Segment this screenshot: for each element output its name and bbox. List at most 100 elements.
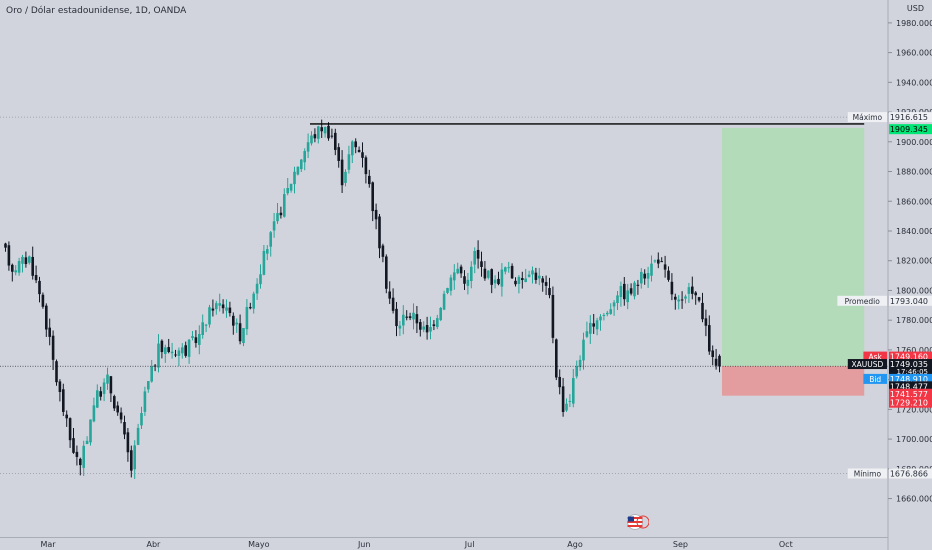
candle-body — [143, 391, 147, 412]
candle-body — [653, 260, 657, 262]
economic-event-flag-icon[interactable] — [621, 513, 649, 531]
candle-body — [449, 277, 453, 291]
candle-body — [381, 245, 385, 257]
price-label-name: Promedio — [845, 297, 881, 306]
candle-body — [378, 216, 381, 249]
target-zone — [722, 127, 865, 367]
candle-body — [595, 320, 599, 330]
candle-body — [201, 322, 204, 335]
candle-body — [14, 270, 17, 273]
price-label-box — [889, 112, 932, 123]
y-tick-label: 1860.000 — [896, 197, 932, 206]
candle-body — [643, 273, 646, 279]
candle-body — [660, 261, 663, 263]
price-label-box — [889, 468, 932, 479]
price-label-value: 1741.577 — [890, 390, 928, 399]
candle-body — [140, 413, 143, 426]
candle-body — [606, 312, 609, 315]
candle-body — [313, 134, 317, 139]
y-tick-label: 1960.000 — [896, 49, 932, 58]
candle-body — [425, 324, 429, 333]
y-tick-label: 1820.000 — [896, 257, 932, 266]
candle-body — [582, 339, 585, 361]
price-label-name: Mínimo — [854, 469, 882, 478]
y-tick-label: 1940.000 — [896, 78, 932, 87]
candle-body — [62, 389, 65, 412]
price-label-box — [889, 295, 932, 306]
price-label-name: XAUUSD — [852, 360, 884, 369]
x-tick-label: Ago — [567, 540, 583, 549]
candle-body — [126, 432, 130, 453]
candle-body — [453, 272, 456, 281]
candle-body — [306, 142, 310, 152]
candle-body — [616, 295, 619, 304]
candle-body — [194, 337, 198, 344]
candle-body — [708, 325, 711, 352]
candle-body — [646, 273, 650, 279]
candle-body — [204, 324, 208, 326]
candle-body — [487, 270, 490, 278]
candle-body — [283, 194, 286, 217]
candle-body — [320, 127, 323, 132]
candle-body — [385, 256, 388, 289]
candle-body — [286, 188, 289, 194]
candle-body — [374, 209, 378, 220]
candle-body — [670, 281, 674, 295]
candle-body — [242, 327, 245, 344]
y-tick-label: 1700.000 — [896, 435, 932, 444]
candle-body — [4, 243, 7, 248]
candle-body — [565, 403, 568, 411]
position-zones — [722, 127, 865, 396]
candle-body — [221, 304, 225, 309]
price-label-value: 1676.866 — [890, 469, 928, 478]
y-tick-label: 1840.000 — [896, 227, 932, 236]
candle-body — [572, 378, 575, 404]
candle-body — [334, 132, 337, 150]
candle-body — [561, 386, 565, 412]
candle-body — [198, 334, 201, 345]
candle-body — [371, 182, 374, 212]
candle-body — [317, 126, 320, 139]
x-tick-label: Oct — [779, 540, 793, 549]
candle-body — [633, 282, 636, 297]
candle-body — [473, 250, 476, 265]
candle-body — [147, 381, 150, 390]
candle-body — [470, 266, 473, 281]
candle-body — [704, 318, 708, 326]
candle-body — [636, 284, 640, 286]
candle-body — [674, 296, 677, 300]
price-label-value: 1748.910 — [890, 375, 928, 384]
price-labels: 1916.615 Máximo 1909.345 1793.040 Promedio 17… — [837, 112, 932, 479]
x-tick-label: Mar — [40, 540, 56, 549]
price-label-tag — [847, 359, 887, 370]
price-label-value: 1748.477 — [890, 382, 928, 391]
candle-body — [663, 264, 667, 270]
candle-body — [170, 351, 174, 354]
candle-body — [17, 261, 21, 273]
candle-body — [493, 279, 497, 284]
candle-body — [31, 256, 34, 276]
candle-body — [296, 166, 300, 175]
candle-body — [187, 339, 191, 357]
candle-body — [436, 318, 439, 328]
candle-body — [164, 347, 167, 354]
candle-body — [235, 322, 238, 325]
y-tick-label: 1780.000 — [896, 316, 932, 325]
price-label-box — [889, 381, 932, 392]
x-tick-label: Abr — [146, 540, 161, 549]
x-tick-label: Jul — [464, 540, 475, 549]
price-label-value: 1729.210 — [890, 399, 928, 408]
candle-body — [208, 307, 211, 325]
candle-body — [402, 314, 405, 326]
candle-body — [388, 291, 391, 299]
time-axis: Mar Abr Mayo Jun Jul Ago Sep Oct — [40, 540, 792, 549]
candle-body — [245, 307, 249, 330]
candle-body — [327, 125, 330, 139]
candle-body — [640, 271, 643, 284]
candle-body — [41, 294, 45, 307]
candle-body — [602, 314, 606, 316]
candle-body — [619, 286, 623, 298]
candle-body — [249, 307, 252, 309]
candle-body — [626, 290, 629, 303]
